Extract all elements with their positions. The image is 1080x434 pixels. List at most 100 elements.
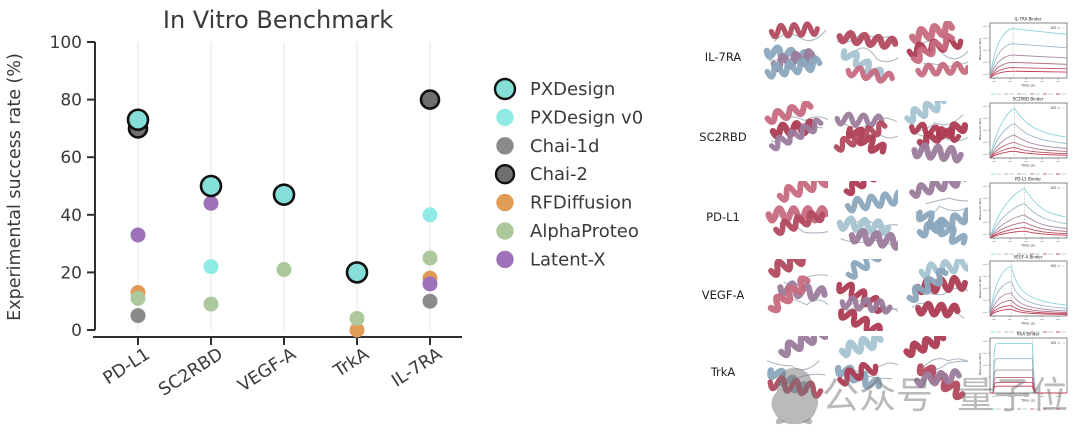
protein-loop bbox=[852, 47, 898, 63]
mini-title: IL-7RA Binder bbox=[1015, 17, 1042, 22]
target-row: VEGF-A VEGF-A Binder KD = … Time (s) Respons… bbox=[690, 255, 1080, 334]
protein-structure-thumbnail bbox=[836, 181, 898, 251]
protein-helix bbox=[903, 336, 947, 359]
data-point bbox=[422, 250, 438, 266]
protein-helix bbox=[845, 65, 895, 84]
legend-label: Latent-X bbox=[530, 249, 606, 270]
mini-curve bbox=[989, 134, 1068, 159]
mini-title: PD-L1 Binder bbox=[1015, 177, 1041, 182]
mini-y-axis-label: Response (RU) bbox=[978, 198, 982, 220]
mini-curve bbox=[989, 70, 1068, 79]
legend-label: PXDesign bbox=[530, 79, 615, 100]
protein-structure-thumbnail bbox=[833, 111, 898, 155]
y-tick-label: 0 bbox=[71, 321, 82, 341]
protein-structure-thumbnail bbox=[767, 336, 828, 399]
x-tick-label: TrkA bbox=[330, 344, 373, 382]
data-point bbox=[272, 183, 296, 206]
protein-helix bbox=[915, 61, 968, 78]
data-point bbox=[203, 296, 219, 312]
protein-helix bbox=[839, 295, 893, 315]
legend-marker bbox=[494, 163, 516, 185]
mini-plot-frame bbox=[989, 102, 1068, 159]
target-row: PD-L1 PD-L1 Binder KD = … Time (s) Response … bbox=[690, 177, 1080, 256]
protein-structure-thumbnail bbox=[767, 259, 828, 314]
mini-kd-annotation: KD = … bbox=[1051, 26, 1065, 30]
chart-title: In Vitro Benchmark bbox=[163, 6, 393, 34]
protein-helix bbox=[838, 308, 883, 331]
protein-helix bbox=[764, 55, 823, 80]
target-label: PD-L1 bbox=[706, 210, 740, 224]
protein-loop bbox=[923, 358, 968, 367]
protein-structure-thumbnail bbox=[903, 336, 968, 401]
legend-label: PXDesign v0 bbox=[530, 107, 643, 128]
data-point bbox=[276, 262, 292, 278]
protein-structure-thumbnail bbox=[765, 181, 828, 236]
x-tick-label: SC2RBD bbox=[155, 344, 226, 400]
data-point bbox=[349, 322, 365, 338]
protein-helix bbox=[848, 227, 898, 251]
protein-structure-thumbnail bbox=[763, 21, 827, 80]
protein-helix bbox=[909, 181, 967, 199]
protein-helix bbox=[836, 215, 892, 237]
legend-label: AlphaProteo bbox=[530, 221, 639, 242]
mini-y-axis-label: Response (RU) bbox=[978, 38, 982, 60]
mini-curve bbox=[989, 214, 1068, 239]
protein-helix bbox=[768, 117, 824, 152]
mini-sensorgram-chart: VEGF-A Binder KD = … Time (s) Response (RU) bbox=[978, 255, 1068, 333]
legend-label: Chai-2 bbox=[530, 164, 588, 185]
protein-loop bbox=[925, 197, 968, 205]
y-tick-label: 80 bbox=[60, 91, 82, 111]
data-point bbox=[349, 310, 365, 326]
protein-helix bbox=[918, 259, 968, 280]
mini-curve bbox=[989, 221, 1068, 239]
mini-x-axis-label: Time (s) bbox=[1020, 164, 1035, 168]
protein-helix bbox=[904, 101, 947, 125]
mini-kd-annotation: KD = … bbox=[1051, 186, 1065, 190]
data-point bbox=[130, 290, 146, 306]
legend-marker bbox=[496, 108, 514, 127]
protein-helix bbox=[768, 21, 820, 40]
target-row: TrkA TrkA Binder KD = … Time (s) Response (R… bbox=[690, 332, 1080, 411]
mini-sensorgram-chart: IL-7RA Binder KD = … Time (s) Response (RU) bbox=[978, 17, 1068, 95]
target-label: SC2RBD bbox=[699, 130, 747, 144]
mini-curve bbox=[989, 227, 1068, 239]
x-tick-label: PD-L1 bbox=[100, 344, 154, 389]
mini-kd-annotation: KD = … bbox=[1051, 264, 1065, 268]
mini-curve bbox=[989, 147, 1068, 159]
protein-structure-thumbnail bbox=[906, 259, 968, 320]
y-tick-label: 60 bbox=[60, 148, 82, 168]
mini-curve bbox=[989, 292, 1068, 317]
mini-curve bbox=[989, 61, 1068, 79]
target-label: IL-7RA bbox=[704, 50, 742, 64]
protein-structure-thumbnail bbox=[764, 101, 828, 152]
mini-x-axis-label: Time (s) bbox=[1020, 84, 1035, 88]
protein-helix bbox=[916, 121, 968, 149]
mini-curve bbox=[989, 141, 1068, 159]
protein-helix bbox=[776, 181, 828, 203]
protein-loop bbox=[773, 29, 827, 42]
protein-helix bbox=[764, 101, 814, 125]
legend-marker bbox=[496, 137, 514, 155]
data-point bbox=[419, 89, 441, 110]
y-tick-label: 40 bbox=[60, 206, 82, 226]
legend-label: RFDiffusion bbox=[530, 193, 632, 214]
mini-x-axis-label: Time (s) bbox=[1020, 399, 1035, 403]
mini-curve bbox=[989, 299, 1068, 317]
data-point bbox=[203, 259, 219, 275]
protein-helix bbox=[773, 210, 826, 236]
legend-marker bbox=[496, 193, 514, 212]
mini-curve bbox=[989, 108, 1068, 159]
mini-curve bbox=[989, 266, 1068, 317]
protein-helix bbox=[833, 120, 888, 153]
protein-helix bbox=[768, 259, 806, 278]
target-row: SC2RBD SC2RBD Binder KD = … Time (s) Respons… bbox=[690, 97, 1080, 176]
y-tick-label: 100 bbox=[50, 33, 82, 53]
mini-plot-frame bbox=[989, 337, 1068, 394]
mini-sensorgram-chart: TrkA Binder KD = … Time (s) Response (RU) bbox=[978, 332, 1068, 410]
mini-sensorgram-chart: SC2RBD Binder KD = … Time (s) Response (RU) bbox=[978, 97, 1068, 175]
data-point bbox=[422, 276, 438, 292]
protein-structure-thumbnail bbox=[906, 21, 968, 78]
protein-helix bbox=[845, 259, 883, 280]
in-vitro-benchmark-chart: 0 20 40 60 80 100 PD-L1 SC2RBD VEGF-A TrkA IL-7RA I… bbox=[5, 6, 643, 400]
